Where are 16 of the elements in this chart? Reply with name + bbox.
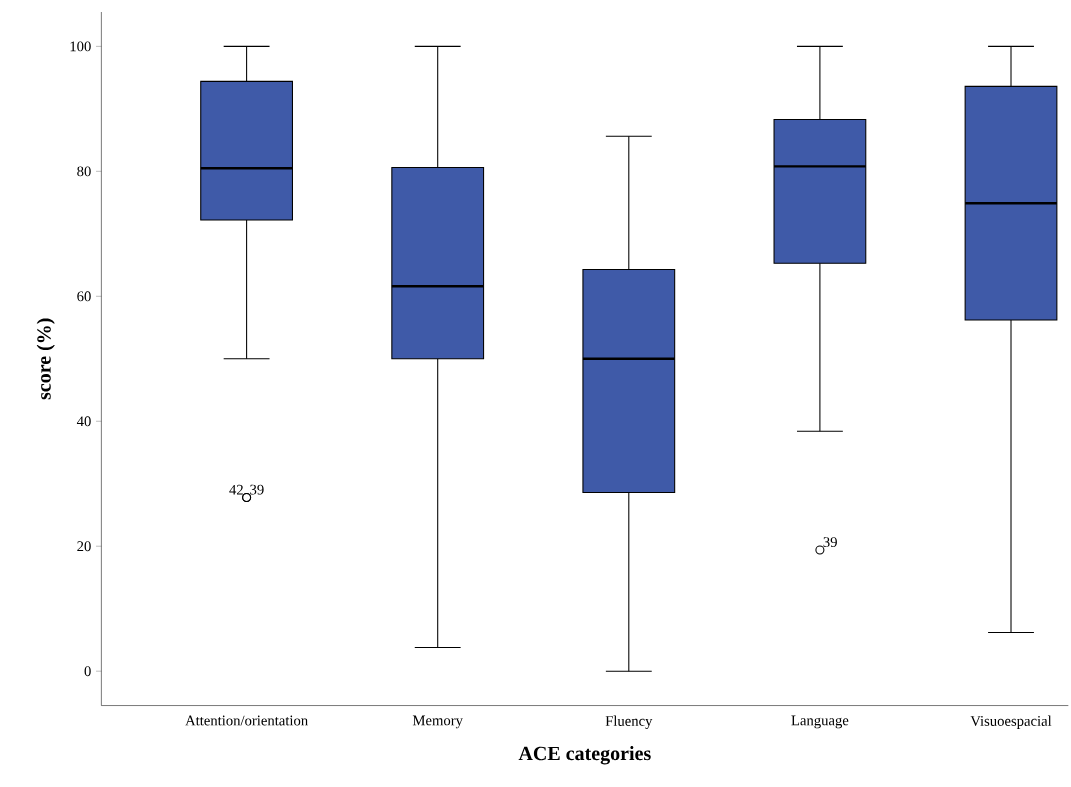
y-tick-label: 20 — [77, 541, 91, 552]
annotation: 42 — [229, 484, 243, 495]
annotation: 39 — [250, 484, 264, 495]
y-tick-label: 0 — [84, 666, 91, 677]
y-axis-title: score (%) — [36, 318, 55, 400]
x-tick-label: Language — [791, 715, 849, 729]
x-tick-label: Attention/orientation — [185, 715, 308, 726]
y-tick-label: 100 — [70, 41, 91, 52]
x-tick-label: Memory — [412, 715, 463, 729]
x-axis-title: ACE categories — [518, 746, 651, 765]
x-tick-label: Visuoespacial — [970, 715, 1052, 729]
y-tick-label: 60 — [77, 291, 91, 302]
y-tick-label: 40 — [76, 416, 91, 427]
x-tick-label: Fluency — [605, 715, 653, 729]
y-tick-label: 80 — [77, 166, 91, 177]
annotation: 39 — [823, 537, 837, 548]
